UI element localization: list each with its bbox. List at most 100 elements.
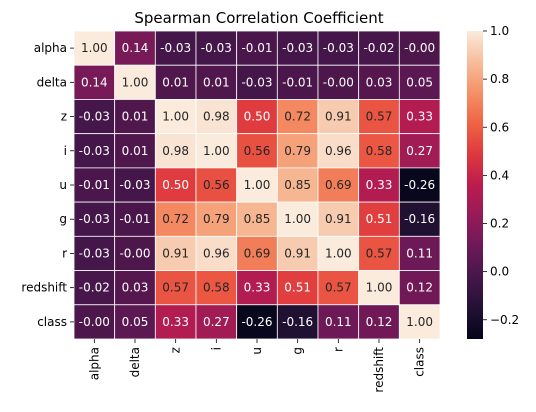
column-tick-label: redshift [372, 347, 386, 393]
heatmap-cell [236, 64, 278, 100]
heatmap-cell [154, 30, 197, 66]
row-tick-label: delta [37, 75, 67, 89]
cell-value-label: 0.33 [406, 110, 433, 124]
cell-value-label: 1.00 [203, 144, 230, 158]
heatmap-cell [114, 270, 156, 306]
heatmap-cell [73, 30, 116, 66]
cell-value-label: 1.00 [406, 315, 433, 329]
cell-value-label: 0.12 [366, 315, 393, 329]
column-tick-label: i [209, 347, 223, 350]
heatmap-cell [195, 133, 238, 169]
heatmap-cell [398, 201, 441, 237]
cell-value-label: 0.57 [325, 281, 352, 295]
row-tick-label: g [59, 212, 67, 226]
heatmap-cell [236, 235, 278, 271]
cell-value-label: 0.98 [203, 110, 230, 124]
heatmap-cell [154, 64, 197, 100]
cell-value-label: 1.00 [284, 212, 311, 226]
heatmap-cell [154, 167, 197, 203]
cell-value-label: -0.26 [241, 315, 272, 329]
cell-value-label: 1.00 [244, 178, 271, 192]
cell-value-label: 0.85 [244, 212, 271, 226]
cell-value-label: -0.01 [119, 212, 150, 226]
cell-value-label: 0.03 [122, 281, 149, 295]
heatmap-cell [114, 133, 156, 169]
cell-value-label: 0.58 [366, 144, 393, 158]
heatmap-cell [398, 304, 441, 340]
cell-value-label: 0.56 [203, 178, 230, 192]
cell-value-label: 0.91 [325, 212, 352, 226]
heatmap-cell [358, 235, 400, 271]
cell-value-label: -0.03 [79, 212, 110, 226]
heatmap-cell [154, 133, 197, 169]
column-tick-label: alpha [87, 347, 101, 380]
cell-value-label: -0.00 [323, 75, 354, 89]
heatmap-cell [358, 30, 400, 66]
cell-value-label: 0.96 [325, 144, 352, 158]
cell-value-label: 0.05 [406, 75, 433, 89]
heatmap-cell [114, 167, 156, 203]
cell-value-label: 0.72 [162, 212, 189, 226]
heatmap-cell [276, 201, 319, 237]
cell-value-label: -0.03 [282, 41, 313, 55]
cell-value-label: 0.91 [284, 246, 311, 260]
cell-value-label: 0.72 [284, 110, 311, 124]
cell-value-label: -0.02 [363, 41, 394, 55]
heatmap-cell [317, 99, 360, 135]
cell-value-label: -0.03 [79, 246, 110, 260]
cell-value-label: -0.16 [282, 315, 313, 329]
heatmap-cell [236, 270, 278, 306]
colorbar: 1.0 0.8 0.6 0.4 0.2 0.0 −0.2 [467, 24, 519, 339]
column-tick-label: z [169, 347, 183, 353]
chart-title: Spearman Correlation Coefficient [134, 9, 383, 27]
cell-value-label: -0.01 [282, 75, 313, 89]
cell-value-label: 0.69 [325, 178, 352, 192]
cell-value-label: -0.00 [79, 315, 110, 329]
row-tick-labels: alpha delta z i u g r redshift class [21, 41, 74, 329]
row-tick-label: class [37, 315, 67, 329]
cell-value-label: 0.79 [284, 144, 311, 158]
heatmap-cell [236, 167, 278, 203]
heatmap-cell [398, 99, 441, 135]
heatmap-cell [317, 167, 360, 203]
cell-value-label: 0.14 [122, 41, 149, 55]
row-tick-label: r [62, 246, 67, 260]
cell-value-label: -0.00 [119, 246, 150, 260]
row-tick-label: z [61, 110, 67, 124]
cell-value-label: 0.58 [203, 281, 230, 295]
heatmap-cell [276, 304, 319, 340]
cell-value-label: 1.00 [325, 246, 352, 260]
heatmap-cell [276, 99, 319, 135]
heatmap-cell [358, 99, 400, 135]
cell-value-label: 1.00 [366, 281, 393, 295]
cell-value-label: -0.03 [160, 41, 191, 55]
cell-value-label: -0.03 [79, 144, 110, 158]
heatmap-cell [358, 304, 400, 340]
cell-value-label: 0.56 [244, 144, 271, 158]
cell-value-label: 0.11 [406, 246, 433, 260]
cell-value-label: 0.91 [162, 246, 189, 260]
cell-value-label: 0.51 [284, 281, 311, 295]
heatmap-cell [154, 99, 197, 135]
heatmap-cell [398, 270, 441, 306]
heatmap-cell [73, 235, 116, 271]
cell-value-label: 0.57 [162, 281, 189, 295]
cell-value-label: -0.03 [241, 75, 272, 89]
cell-value-label: -0.26 [404, 178, 435, 192]
cell-value-label: 0.79 [203, 212, 230, 226]
colorbar-tick-label: 0.6 [490, 120, 509, 134]
colorbar-tick-label: 0.8 [490, 72, 509, 86]
heatmap-cell [317, 64, 360, 100]
cell-value-label: 0.69 [244, 246, 271, 260]
heatmap-cell [114, 201, 156, 237]
column-tick-label: class [413, 347, 427, 377]
cell-value-label: -0.01 [79, 178, 110, 192]
heatmap-cell [195, 304, 238, 340]
cell-value-label: 0.57 [366, 110, 393, 124]
cell-value-label: 0.01 [203, 75, 230, 89]
cell-value-label: 0.05 [122, 315, 149, 329]
cell-value-label: 0.33 [162, 315, 189, 329]
column-tick-label: delta [128, 347, 142, 377]
cell-value-label: 0.57 [366, 246, 393, 260]
row-tick-label: u [59, 178, 67, 192]
